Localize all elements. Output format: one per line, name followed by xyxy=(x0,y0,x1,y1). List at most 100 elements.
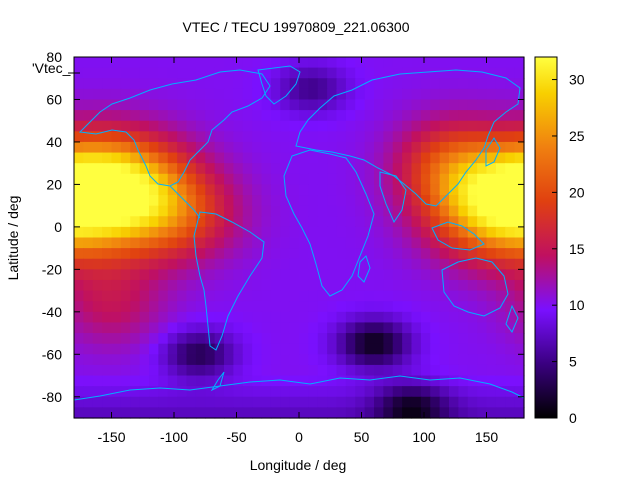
heatmap-cell xyxy=(345,322,356,334)
heatmap-cell xyxy=(139,88,150,101)
heatmap-cell xyxy=(167,131,178,143)
heatmap-cell xyxy=(149,141,159,154)
heatmap-cell xyxy=(280,131,291,143)
heatmap-cell xyxy=(289,364,300,377)
heatmap-cell xyxy=(355,110,366,122)
heatmap-cell xyxy=(439,258,450,270)
heatmap-cell xyxy=(102,258,113,270)
heatmap-cell xyxy=(449,269,459,281)
heatmap-cell xyxy=(345,269,356,281)
heatmap-cell xyxy=(186,88,197,101)
heatmap-cell xyxy=(449,152,459,164)
heatmap-cell xyxy=(149,396,159,408)
india-coast xyxy=(379,171,407,224)
heatmap-cell xyxy=(355,354,366,366)
heatmap-cell xyxy=(308,407,319,419)
heatmap-cell xyxy=(139,375,150,387)
heatmap-cell xyxy=(420,195,431,207)
heatmap-cell xyxy=(83,301,94,313)
heatmap-cell xyxy=(149,99,159,111)
heatmap-cell xyxy=(177,375,188,387)
heatmap-cell xyxy=(205,364,216,377)
heatmap-cell xyxy=(289,290,300,302)
heatmap-cell xyxy=(477,386,488,398)
x-tick-label: -150 xyxy=(97,429,125,445)
heatmap-cell xyxy=(149,195,159,207)
heatmap-cell xyxy=(74,301,84,313)
heatmap-cell xyxy=(252,354,263,366)
heatmap-cell xyxy=(111,78,122,90)
heatmap-cell xyxy=(402,184,413,196)
heatmap-cell xyxy=(205,184,216,196)
heatmap-cell xyxy=(486,78,497,90)
heatmap-cell xyxy=(345,88,356,101)
heatmap-cell xyxy=(505,322,516,334)
heatmap-cell xyxy=(205,205,216,217)
heatmap-cell xyxy=(205,195,216,207)
heatmap-cell xyxy=(83,152,94,164)
heatmap-cell xyxy=(224,290,234,302)
heatmap-cell xyxy=(308,279,319,292)
heatmap-cell xyxy=(177,120,188,132)
heatmap-cell xyxy=(261,163,272,175)
heatmap-cell xyxy=(383,258,394,270)
heatmap-cell xyxy=(327,78,338,90)
heatmap-cell xyxy=(252,57,263,69)
heatmap-cell xyxy=(430,279,441,292)
heatmap-cell xyxy=(299,343,309,355)
heatmap-cell xyxy=(383,184,394,196)
heatmap-cell xyxy=(261,364,272,377)
heatmap-cell xyxy=(486,364,497,377)
heatmap-cell xyxy=(514,343,525,355)
heatmap-cell xyxy=(186,311,197,324)
heatmap-cell xyxy=(327,301,338,313)
heatmap-cell xyxy=(120,57,131,69)
heatmap-cell xyxy=(458,110,469,122)
heatmap-cell xyxy=(224,269,234,281)
heatmap-cell xyxy=(514,396,525,408)
heatmap-cell xyxy=(467,396,478,408)
heatmap-cell xyxy=(355,67,366,79)
heatmap-cell xyxy=(308,354,319,366)
heatmap-cell xyxy=(270,248,281,260)
heatmap-cell xyxy=(411,269,422,281)
new-zealand-coast xyxy=(505,304,519,333)
heatmap-cell xyxy=(102,237,113,249)
heatmap-cell xyxy=(495,364,506,377)
heatmap-cell xyxy=(299,375,309,387)
heatmap-cell xyxy=(92,333,103,345)
heatmap-cell xyxy=(158,301,169,313)
heatmap-cell xyxy=(514,57,525,69)
heatmap-cell xyxy=(102,226,113,239)
heatmap-cell xyxy=(327,184,338,196)
heatmap-cell xyxy=(364,311,375,324)
heatmap-cell xyxy=(195,131,206,143)
heatmap-cell xyxy=(299,322,309,334)
heatmap-cell xyxy=(336,99,347,111)
heatmap-cell xyxy=(111,407,122,419)
heatmap-cell xyxy=(186,354,197,366)
heatmap-cell xyxy=(242,322,253,334)
heatmap-cell xyxy=(495,343,506,355)
heatmap-cell xyxy=(467,237,478,249)
heatmap-cell xyxy=(111,311,122,324)
heatmap-cell xyxy=(420,354,431,366)
heatmap-cell xyxy=(195,343,206,355)
heatmap-cell xyxy=(327,375,338,387)
heatmap-cell xyxy=(486,216,497,228)
heatmap-cell xyxy=(205,258,216,270)
heatmap-cell xyxy=(458,216,469,228)
heatmap-cell xyxy=(383,407,394,419)
heatmap-cell xyxy=(458,333,469,345)
heatmap-cell xyxy=(430,216,441,228)
heatmap-cell xyxy=(495,248,506,260)
heatmap-cell xyxy=(345,57,356,69)
heatmap-cell xyxy=(374,311,384,324)
heatmap-cell xyxy=(261,88,272,101)
heatmap-cell xyxy=(92,141,103,154)
heatmap-cell xyxy=(402,237,413,249)
heatmap-cell xyxy=(345,311,356,324)
heatmap-cell xyxy=(411,57,422,69)
heatmap-cell xyxy=(477,99,488,111)
